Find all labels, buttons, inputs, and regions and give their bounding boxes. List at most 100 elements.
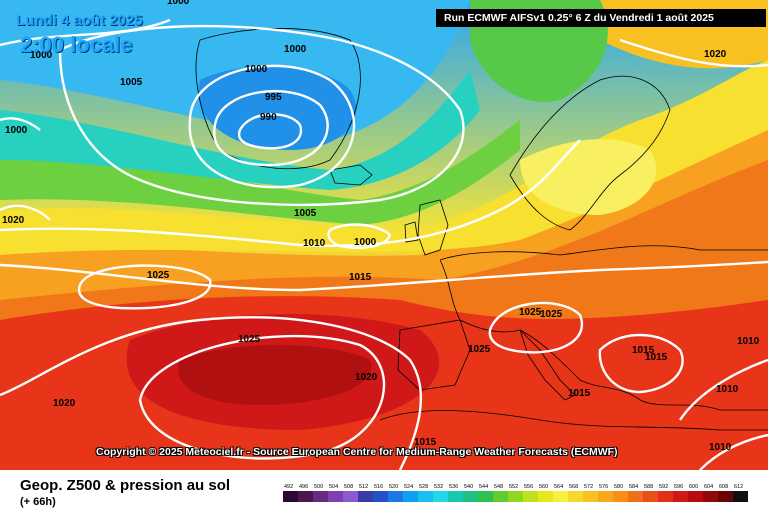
legend-color-swatch <box>598 491 613 502</box>
legend-tick-label: 600 <box>689 484 698 490</box>
isobar-1020-ne <box>619 38 768 68</box>
legend-color-swatch <box>568 491 583 502</box>
legend-color-swatch <box>418 491 433 502</box>
europe-mainland-outline <box>439 245 768 411</box>
legend-tick-label: 544 <box>479 484 488 490</box>
isobar-1020 <box>0 316 423 470</box>
isobar-label: 1015 <box>632 345 655 356</box>
isobar-label: 1005 <box>120 77 143 88</box>
isobar-990 <box>237 113 303 150</box>
legend-color-swatch <box>463 491 478 502</box>
isobar-label: 1020 <box>53 398 76 409</box>
isobar-label: 1020 <box>704 49 727 60</box>
isobar-label: 1000 <box>5 125 28 136</box>
isobar-label: 1020 <box>2 215 25 226</box>
legend-color-swatch <box>538 491 553 502</box>
legend-tick-label: 548 <box>494 484 503 490</box>
run-info-banner: Run ECMWF AIFSv1 0.25° 6 Z du Vendredi 1… <box>436 9 766 27</box>
legend-color-swatch <box>298 491 313 502</box>
map-footer: Geop. Z500 & pression au sol (+ 66h) 492… <box>0 470 768 512</box>
legend-tick-label: 584 <box>629 484 638 490</box>
isobar-1025-alps <box>488 301 584 354</box>
forecast-time: 2:00 locale <box>20 32 133 57</box>
coastlines <box>195 28 768 431</box>
italy-outline <box>519 329 576 401</box>
legend-tick-label: 500 <box>314 484 323 490</box>
legend-color-swatch <box>283 491 298 502</box>
legend-color-swatch <box>373 491 388 502</box>
legend-color-swatch <box>493 491 508 502</box>
isobar-1015 <box>0 260 768 292</box>
field-band-dark-red <box>178 345 372 405</box>
legend-tick-label: 492 <box>284 484 293 490</box>
copyright-notice: Copyright © 2025 Meteociel.fr - Source E… <box>96 446 618 458</box>
isobar-label: 1025 <box>540 309 563 320</box>
legend-tick-label: 580 <box>614 484 623 490</box>
iberia-outline <box>397 319 471 391</box>
greenland-outline <box>195 28 361 170</box>
legend-tick-label: 516 <box>374 484 383 490</box>
isobar-label: 1000 <box>30 50 53 61</box>
legend-tick-label: 572 <box>584 484 593 490</box>
isobar-label: 1000 <box>167 0 190 7</box>
field-band-cyan <box>0 70 480 190</box>
geopotential-map: 1000 1000 1005 1000 995 990 1000 1000 10… <box>0 0 768 470</box>
legend-color-swatch <box>583 491 598 502</box>
isobars <box>0 18 768 470</box>
field-band-yellow-light <box>520 139 657 215</box>
legend-color-swatch <box>658 491 673 502</box>
isobar-label: 1025 <box>468 344 491 355</box>
isobar-label: 1010 <box>716 384 739 395</box>
legend-color-swatch <box>718 491 733 502</box>
isobar-label: 1000 <box>354 237 377 248</box>
legend-color-swatch <box>433 491 448 502</box>
legend-tick-label: 588 <box>644 484 653 490</box>
legend-tick-label: 528 <box>419 484 428 490</box>
legend-color-swatch <box>688 491 703 502</box>
isobar-1000-atl <box>327 223 392 249</box>
legend-color-swatch <box>613 491 628 502</box>
isobar-label: 1000 <box>245 64 268 75</box>
legend-tick-label: 592 <box>659 484 668 490</box>
isobar-label: 1025 <box>519 307 542 318</box>
isobar-label: 1010 <box>709 442 732 453</box>
legend-tick-label: 508 <box>344 484 353 490</box>
legend-color-swatch <box>733 491 748 502</box>
legend-color-swatch <box>508 491 523 502</box>
legend-color-swatch <box>673 491 688 502</box>
legend-tick-label: 608 <box>719 484 728 490</box>
legend-tick-label: 524 <box>404 484 413 490</box>
isobar-labels: 1000 1000 1005 1000 995 990 1000 1000 10… <box>2 0 760 453</box>
isobar-label: 1015 <box>645 352 668 363</box>
isobar-label: 1010 <box>737 336 760 347</box>
legend-color-swatch <box>328 491 343 502</box>
legend-color-swatch <box>448 491 463 502</box>
isobar-label: 1025 <box>238 334 261 345</box>
map-area: 1000 1000 1005 1000 995 990 1000 1000 10… <box>0 0 768 470</box>
isobar-1015-balkans <box>598 333 684 394</box>
product-title: Geop. Z500 & pression au sol <box>20 477 231 494</box>
isobar-label: 1025 <box>147 270 170 281</box>
color-scale-legend: 492 496 500 504 508 512 516 520 524 528 532 536 540 5… <box>283 484 748 502</box>
legend-tick-label: 560 <box>539 484 548 490</box>
legend-tick-label: 612 <box>734 484 743 490</box>
isobar-label: 990 <box>260 112 277 123</box>
legend-color-swatch <box>478 491 493 502</box>
legend-tick-label: 536 <box>449 484 458 490</box>
field-band-blue <box>198 66 357 150</box>
legend-tick-label: 552 <box>509 484 518 490</box>
legend-tick-label: 556 <box>524 484 533 490</box>
legend-color-swatch <box>358 491 373 502</box>
scandinavia-outline <box>509 75 671 231</box>
isobar-label: 995 <box>265 92 282 103</box>
isobar-label: 1000 <box>284 44 307 55</box>
isobar-1000-sw <box>0 204 51 221</box>
isobar-1010-east <box>679 358 768 421</box>
legend-color-swatch <box>313 491 328 502</box>
legend-tick-label: 512 <box>359 484 368 490</box>
legend-color-swatch <box>643 491 658 502</box>
isobar-label: 1020 <box>355 372 378 383</box>
isobar-1000-w <box>0 117 41 131</box>
isobar-1010-se <box>699 433 768 470</box>
